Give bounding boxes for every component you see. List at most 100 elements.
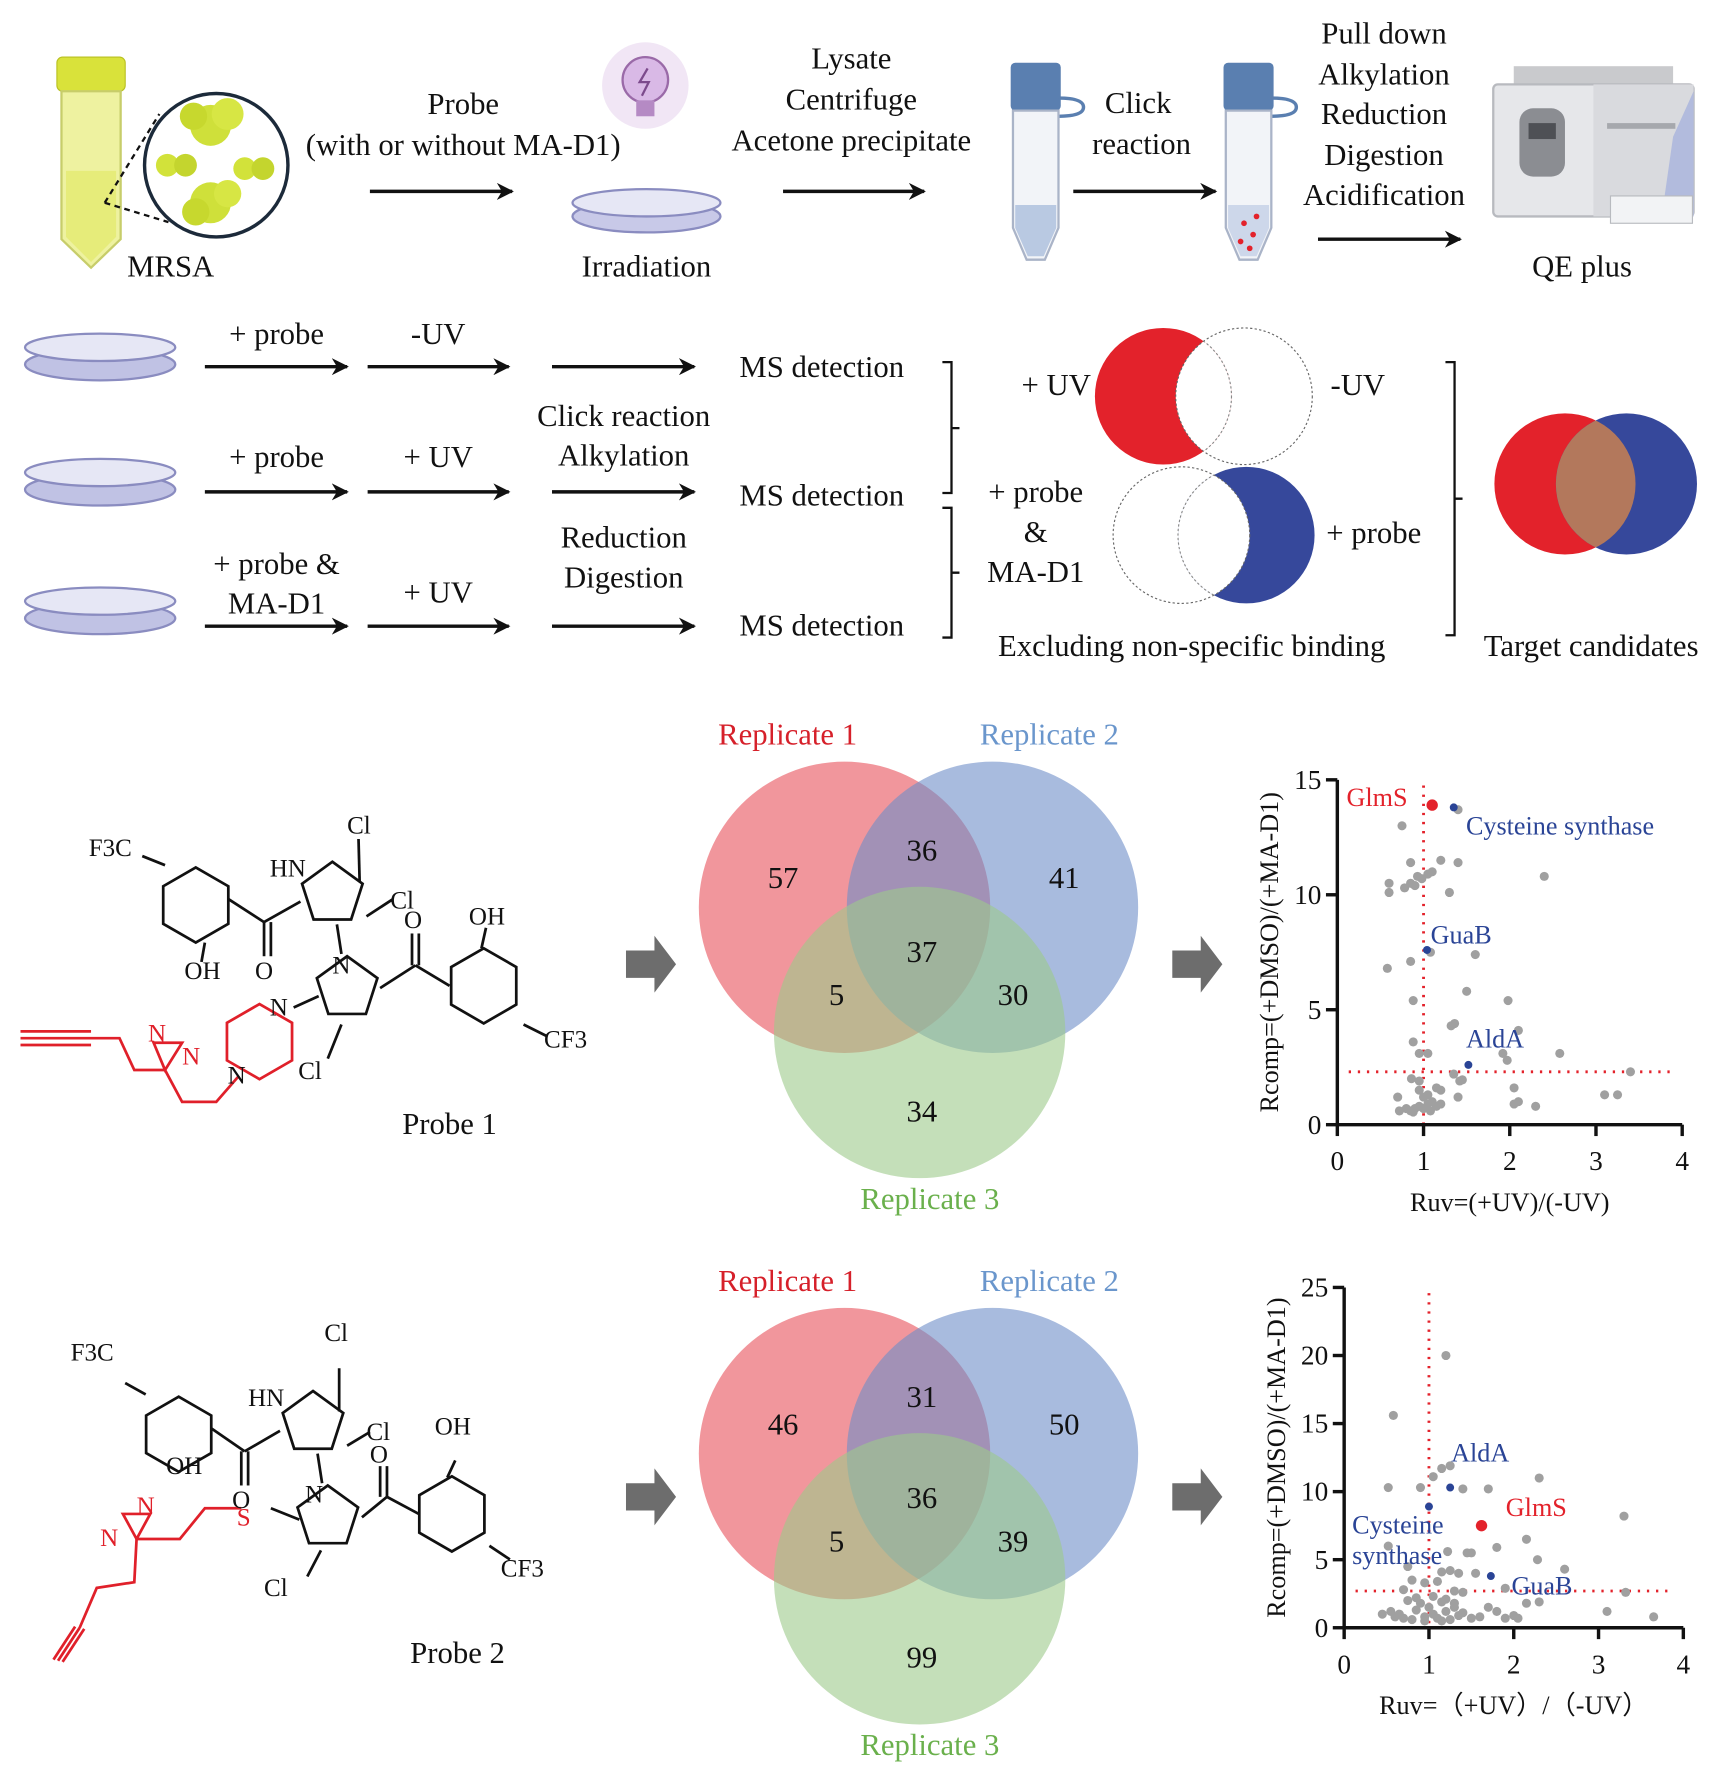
ms-detection-label: MS detection	[739, 479, 904, 513]
y-tick-label: 25	[1301, 1273, 1328, 1303]
probe-2-structure	[52, 1368, 511, 1663]
data-point	[1621, 1587, 1631, 1597]
data-point	[1398, 1613, 1409, 1623]
bacteria-magnified-icon	[142, 91, 290, 239]
processing-step-5: Acidification	[1303, 178, 1465, 212]
benzene-ring	[449, 946, 518, 1025]
data-point	[1428, 1591, 1438, 1601]
data-point	[1539, 871, 1549, 881]
data-point	[1406, 1074, 1417, 1084]
arrow-right-icon	[1172, 1468, 1223, 1526]
data-point	[1441, 1606, 1451, 1616]
venn-uv-left-label: + UV	[1022, 368, 1091, 402]
data-point	[1411, 1593, 1421, 1603]
data-point	[1410, 881, 1420, 891]
chem-label: OH	[166, 1453, 202, 1480]
mass-spectrometer-icon	[1492, 66, 1695, 224]
x-tick-label: 1	[1417, 1146, 1431, 1176]
data-point	[1492, 1606, 1502, 1616]
data-point	[1384, 887, 1394, 898]
highlight-point	[1464, 1060, 1473, 1069]
venn-count-r1r3: 5	[829, 1524, 844, 1558]
arrow-right-icon	[1172, 935, 1223, 993]
highlight-label: GuaB	[1511, 1572, 1572, 1601]
data-point	[1382, 963, 1392, 973]
venn-count-all: 36	[907, 1481, 938, 1515]
highlight-point	[1486, 1572, 1495, 1581]
tube-with-beads-icon	[1223, 62, 1299, 261]
data-point	[1475, 1612, 1485, 1622]
data-point	[1466, 1548, 1476, 1558]
venn-set-label: Replicate 3	[860, 1728, 999, 1762]
x-tick-label: 3	[1589, 1146, 1603, 1176]
data-point	[1500, 1583, 1510, 1593]
treatment-label: + probe	[229, 317, 324, 351]
x-tick-label: 4	[1675, 1146, 1689, 1176]
probe-step-sublabel: (with or without MA-D1)	[306, 128, 621, 162]
venn-circle-replicate-3	[773, 1433, 1066, 1725]
treatment-label: MA-D1	[228, 587, 325, 621]
chem-label: OH	[435, 1413, 471, 1440]
lysis-step-2: Centrifuge	[786, 82, 917, 116]
venn-set-label: Replicate 1	[718, 718, 857, 752]
data-point	[1398, 1585, 1409, 1595]
data-point	[1393, 1092, 1403, 1102]
x-tick-label: 4	[1677, 1649, 1691, 1679]
highlight-point	[1446, 1483, 1455, 1492]
y-tick-label: 5	[1308, 995, 1322, 1025]
chem-label: Cl	[347, 812, 371, 839]
venn-probe-left-label: MA-D1	[987, 555, 1084, 589]
venn-set-label: Replicate 2	[980, 718, 1119, 752]
petri-dish-icon	[23, 457, 177, 507]
chem-label: N	[332, 952, 350, 979]
instrument-label: QE plus	[1532, 250, 1632, 284]
arrow-right-icon	[625, 935, 677, 993]
chem-label: F3C	[71, 1339, 114, 1366]
data-point	[1502, 1055, 1512, 1065]
venn-count-r1r2: 31	[907, 1380, 938, 1414]
venn-count-only1: 46	[768, 1407, 799, 1441]
data-point	[1408, 1037, 1418, 1047]
data-point	[1466, 1613, 1476, 1623]
venn-set-label: Replicate 2	[980, 1264, 1119, 1298]
data-point	[1407, 1575, 1417, 1585]
chem-label: HN	[248, 1385, 284, 1412]
highlight-label: GlmS	[1506, 1493, 1567, 1522]
highlight-point	[1449, 803, 1458, 812]
data-point	[1388, 1410, 1398, 1420]
data-point	[1437, 1567, 1447, 1577]
highlight-label: GuaB	[1431, 921, 1492, 950]
lysis-step-1: Lysate	[811, 41, 891, 75]
chem-label: Cl	[298, 1058, 322, 1085]
benzene-ring	[144, 1395, 213, 1474]
bracket	[942, 360, 960, 495]
irradiation-label: Irradiation	[582, 250, 712, 284]
data-point	[1425, 1106, 1436, 1116]
data-point	[1600, 1090, 1610, 1100]
data-point	[1449, 1586, 1459, 1596]
data-point	[1377, 1609, 1387, 1619]
chem-label: N	[182, 1043, 200, 1070]
bracket	[1445, 360, 1463, 637]
data-point	[1403, 1561, 1413, 1572]
data-point	[1531, 1101, 1541, 1111]
y-tick-label: 20	[1301, 1341, 1328, 1371]
venn-set-label: Replicate 3	[860, 1182, 999, 1216]
venn-count-all: 37	[907, 935, 938, 969]
venn-count-only2: 50	[1049, 1407, 1080, 1441]
chem-label: N	[228, 1063, 246, 1090]
mrsa-label: MRSA	[127, 250, 214, 284]
y-tick-label: 0	[1308, 1110, 1322, 1140]
data-point	[1612, 1090, 1623, 1100]
data-point	[1411, 1605, 1421, 1615]
highlight-point	[1426, 799, 1438, 811]
arrow-right-icon	[625, 1468, 677, 1526]
data-point	[1534, 1473, 1544, 1483]
data-point	[1483, 1484, 1493, 1494]
highlight-label: Cysteine synthase	[1466, 811, 1654, 840]
y-axis-label: Rcomp=(+DMSO)/(+MA-D1)	[1255, 792, 1284, 1112]
data-point	[1406, 956, 1416, 967]
data-point	[1509, 1610, 1519, 1621]
highlight-point	[1423, 945, 1431, 954]
